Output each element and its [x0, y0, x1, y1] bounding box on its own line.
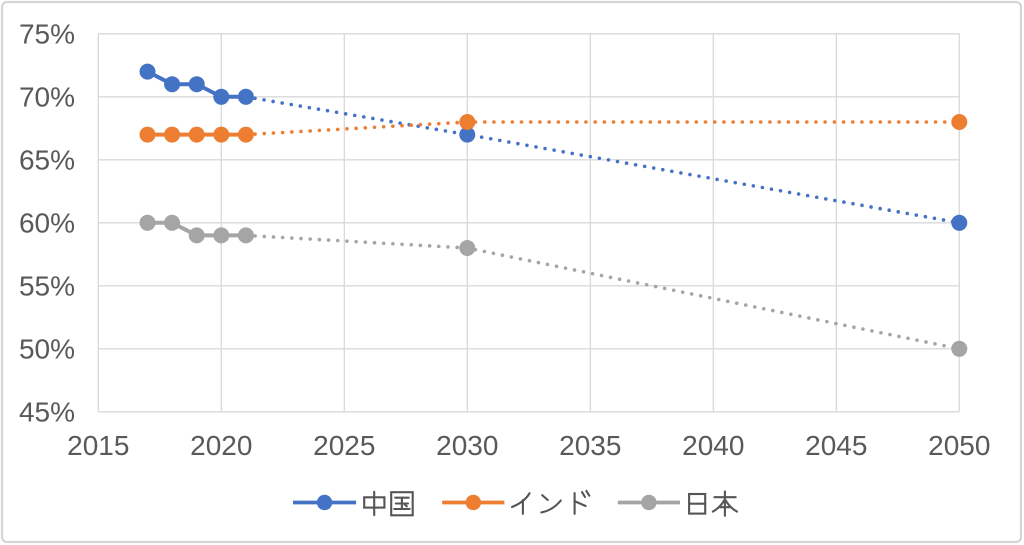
svg-text:2030: 2030	[436, 430, 498, 461]
svg-text:45%: 45%	[19, 397, 75, 428]
svg-text:75%: 75%	[19, 19, 75, 50]
svg-text:55%: 55%	[19, 271, 75, 302]
svg-text:2015: 2015	[67, 430, 129, 461]
svg-text:2035: 2035	[559, 430, 621, 461]
svg-text:70%: 70%	[19, 82, 75, 113]
svg-text:65%: 65%	[19, 145, 75, 176]
svg-text:2045: 2045	[805, 430, 867, 461]
svg-text:2040: 2040	[682, 430, 744, 461]
svg-text:2050: 2050	[928, 430, 990, 461]
svg-text:50%: 50%	[19, 334, 75, 365]
svg-text:2020: 2020	[190, 430, 252, 461]
svg-text:2025: 2025	[313, 430, 375, 461]
svg-text:60%: 60%	[19, 208, 75, 239]
